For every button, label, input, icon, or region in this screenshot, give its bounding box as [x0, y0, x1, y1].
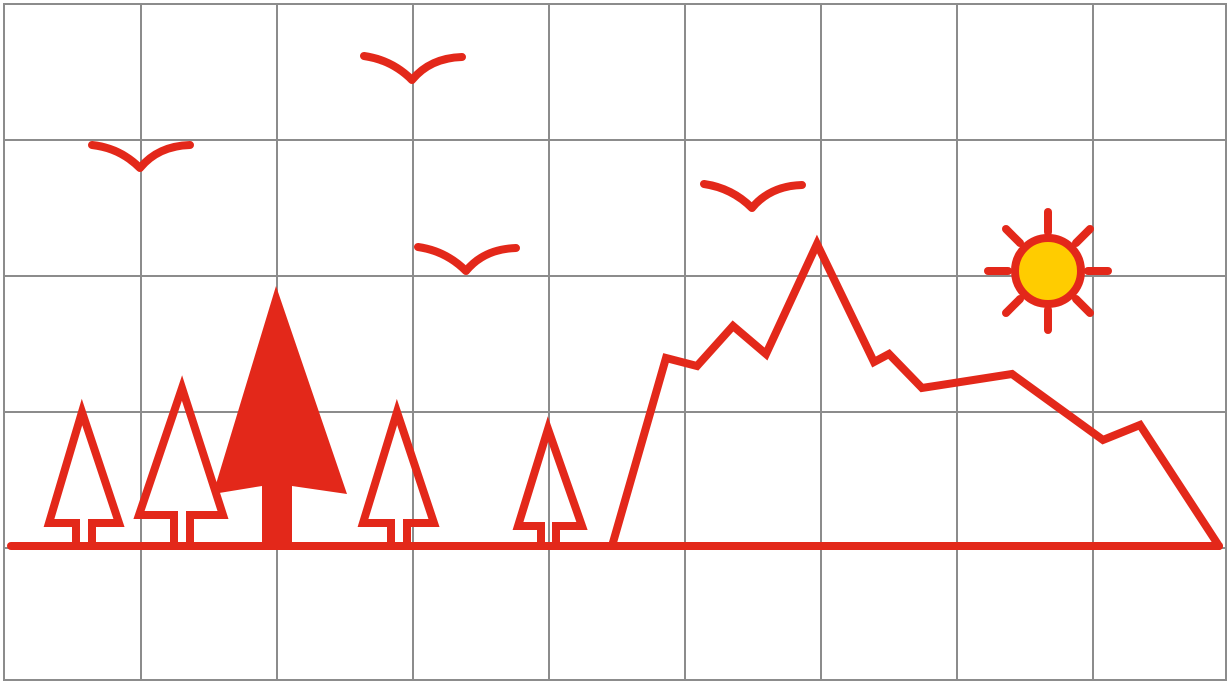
outline-tree-icon: [43, 398, 125, 550]
mountain-outline: [608, 234, 1223, 550]
sun-icon: [984, 208, 1112, 334]
bird-icon: [360, 52, 466, 84]
grid-lines: [3, 3, 1227, 681]
grid-border: [3, 3, 1227, 681]
birds: [88, 52, 806, 275]
trees: [43, 286, 588, 550]
filled-tree-icon: [213, 286, 347, 546]
bird-icon: [88, 141, 194, 172]
outline-tree-icon: [357, 398, 440, 550]
bird-icon: [414, 243, 520, 275]
bird-icon: [700, 180, 806, 212]
